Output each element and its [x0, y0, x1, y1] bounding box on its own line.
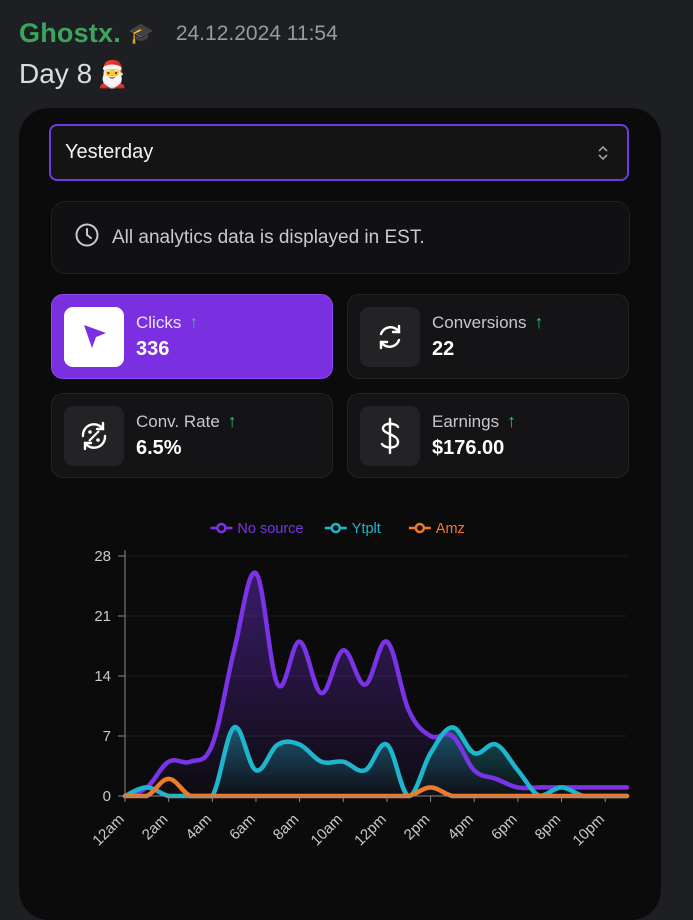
legend-marker — [330, 522, 342, 534]
conversions-card[interactable]: Conversions ↑ 22 — [347, 294, 629, 379]
username[interactable]: Ghostx. — [19, 18, 121, 48]
date-range-value: Yesterday — [65, 141, 154, 163]
x-tick-label: 10pm — [569, 811, 608, 850]
percent-cycle-icon — [64, 405, 124, 466]
chart-legend[interactable]: No source Ytplt Amz — [210, 521, 465, 537]
y-tick-label: 0 — [103, 788, 111, 805]
legend-item[interactable]: No source — [210, 521, 303, 537]
message-body: Day 8 — [19, 58, 93, 89]
earnings-card[interactable]: Earnings ↑ $176.00 — [347, 393, 629, 478]
clicks-value: 336 — [136, 338, 170, 360]
conv-rate-value: 6.5% — [136, 437, 182, 459]
x-tick-label: 2pm — [401, 811, 434, 844]
refresh-cycle-icon — [360, 306, 420, 367]
x-tick-label: 8am — [270, 811, 303, 844]
legend-label: No source — [237, 521, 303, 537]
x-tick-label: 4pm — [444, 811, 477, 844]
chevron-up-down-icon — [597, 144, 609, 162]
attached-screenshot[interactable]: Yesterday All analytics data is displaye… — [19, 108, 661, 920]
x-tick-label: 6pm — [488, 811, 521, 844]
arrow-up-icon: ↑ — [507, 411, 517, 431]
clicks-card[interactable]: Clicks ↑ 336 — [51, 294, 333, 379]
y-tick-label: 28 — [94, 548, 111, 565]
clicks-by-source-chart: No source Ytplt Amz 0 7 14 21 28 12am 2am 4am 6am… — [89, 521, 630, 850]
earnings-label: Earnings — [432, 411, 500, 431]
x-tick-label: 6am — [226, 811, 259, 844]
y-tick-label: 7 — [103, 728, 111, 745]
x-tick-label: 4am — [182, 811, 215, 844]
date-range-select[interactable]: Yesterday — [49, 124, 629, 181]
dollar-icon — [360, 405, 420, 466]
clicks-label: Clicks — [136, 312, 182, 332]
cursor-arrow-icon — [64, 306, 124, 367]
message-header: Ghostx. 🎓 24.12.2024 11:54 — [19, 18, 338, 49]
y-tick-label: 14 — [94, 668, 111, 685]
series-line-no-source[interactable] — [122, 570, 630, 799]
x-tick-label: 10am — [308, 811, 347, 850]
conversions-value: 22 — [432, 338, 455, 360]
legend-marker — [216, 522, 227, 534]
y-tick-label: 21 — [94, 608, 111, 625]
timezone-notice: All analytics data is displayed in EST. — [51, 201, 630, 274]
x-tick-label: 8pm — [532, 811, 565, 844]
arrow-up-icon: ↑ — [534, 312, 544, 332]
notice-text: All analytics data is displayed in EST. — [112, 226, 425, 248]
arrow-up-icon: ↑ — [227, 411, 237, 431]
legend-item[interactable]: Amz — [408, 521, 465, 537]
x-tick-label: 12pm — [351, 811, 390, 850]
arrow-up-icon: ↑ — [189, 312, 199, 332]
clock-icon — [74, 222, 100, 253]
legend-label: Ytplt — [352, 521, 381, 537]
series-area-no-source — [125, 572, 627, 796]
legend-item[interactable]: Ytplt — [324, 521, 381, 537]
legend-marker — [414, 522, 426, 534]
message-timestamp: 24.12.2024 11:54 — [175, 21, 338, 45]
x-tick-label: 12am — [89, 811, 128, 850]
x-tick-label: 2am — [139, 811, 172, 844]
conv-rate-card[interactable]: Conv. Rate ↑ 6.5% — [51, 393, 333, 478]
message-text: Day 8 🎅 — [19, 58, 129, 90]
earnings-value: $176.00 — [432, 437, 505, 459]
legend-label: Amz — [436, 521, 465, 537]
conversions-label: Conversions — [432, 312, 527, 332]
santa-emoji-icon: 🎅 — [96, 58, 129, 89]
conv-rate-label: Conv. Rate — [136, 411, 220, 431]
graduation-cap-icon: 🎓 — [128, 23, 154, 45]
